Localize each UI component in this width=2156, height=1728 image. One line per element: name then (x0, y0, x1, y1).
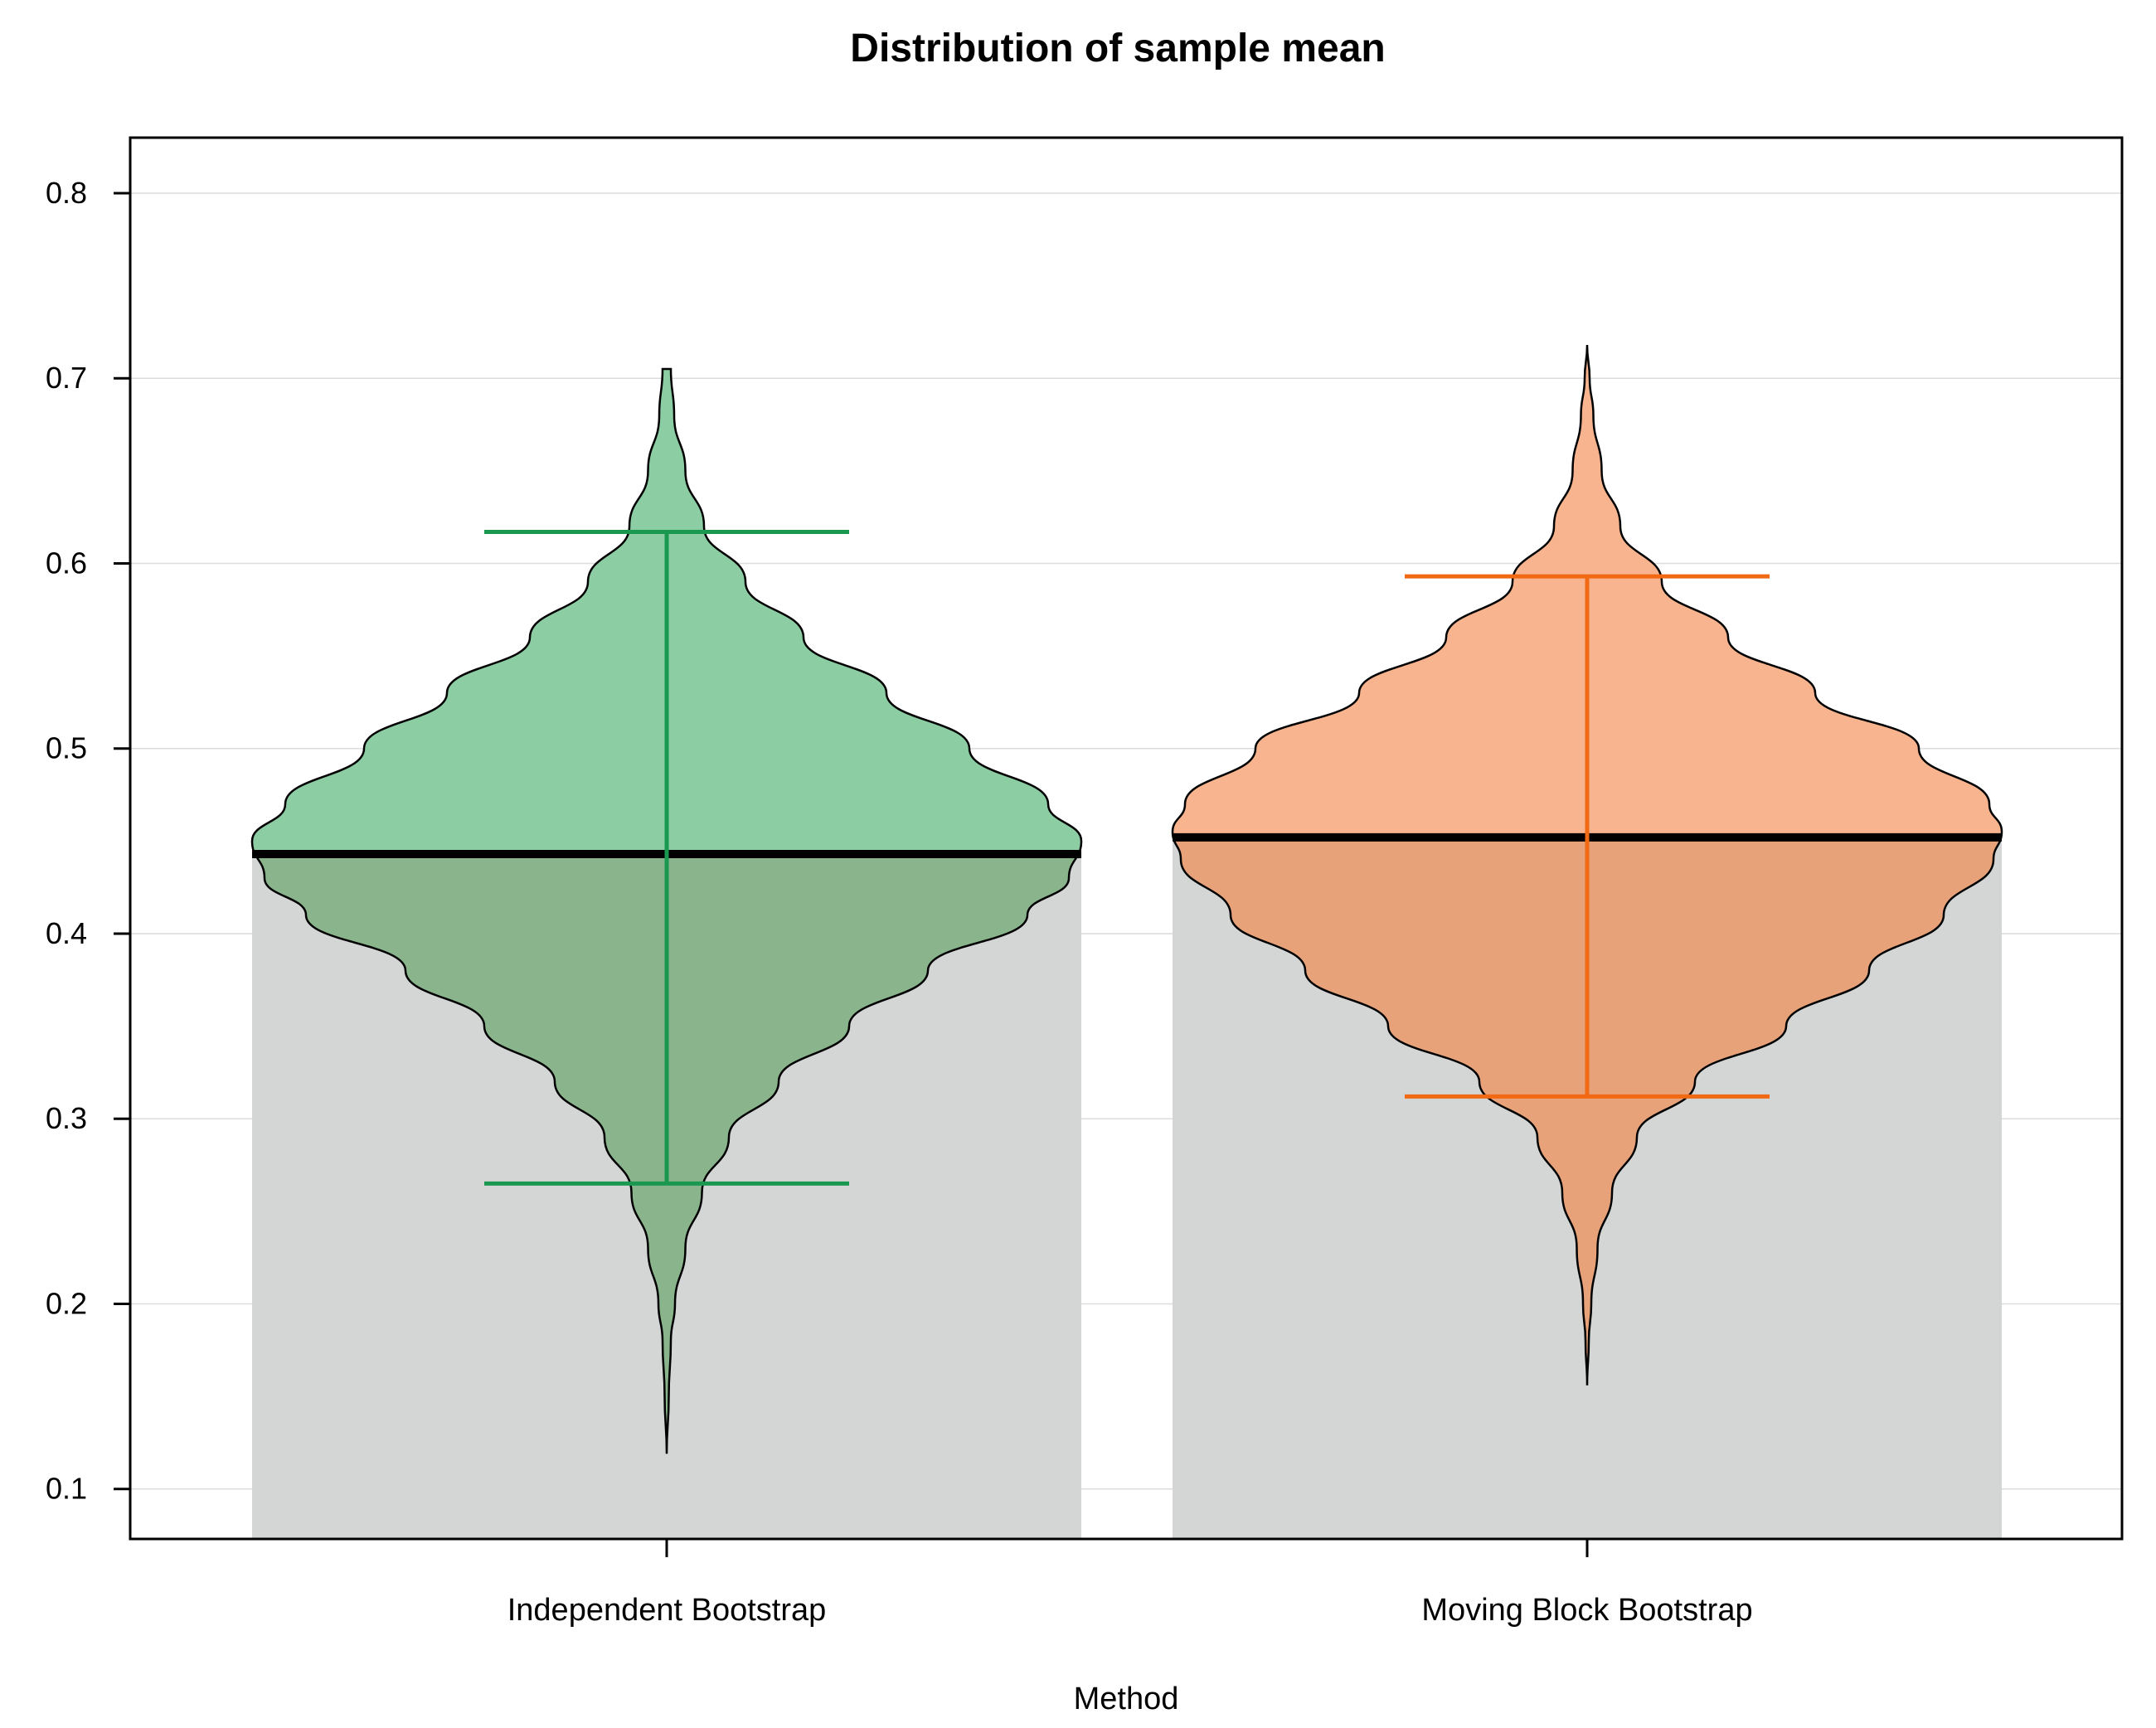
y-tick-label-7: 0.8 (46, 176, 87, 210)
violin-outline-1 (1171, 343, 2003, 1386)
interval-bars (484, 530, 1770, 1186)
y-tick-label-6: 0.7 (46, 361, 87, 395)
x-axis: Independent Bootstrap Moving Block Bootst… (507, 1539, 1753, 1628)
x-tick-label-1: Moving Block Bootstrap (1421, 1593, 1752, 1628)
plot-frame (129, 136, 2124, 1541)
x-tick-label-0: Independent Bootstrap (507, 1593, 827, 1628)
y-axis: 0.1 0.2 0.3 0.4 0.5 0.6 0.7 0.8 (46, 176, 130, 1506)
x-axis-title: Method (1074, 1682, 1179, 1716)
y-tick-label-1: 0.2 (46, 1286, 87, 1320)
violin-outline-0 (250, 367, 1083, 1454)
y-tick-label-5: 0.6 (46, 546, 87, 580)
violin-lower-1 (1173, 837, 2002, 1386)
y-tick-label-4: 0.5 (46, 731, 87, 765)
y-tick-label-2: 0.3 (46, 1101, 87, 1135)
y-tick-label-0: 0.1 (46, 1472, 87, 1506)
chart-title: Distribution of sample mean (850, 27, 1385, 70)
y-tick-label-3: 0.4 (46, 916, 87, 950)
